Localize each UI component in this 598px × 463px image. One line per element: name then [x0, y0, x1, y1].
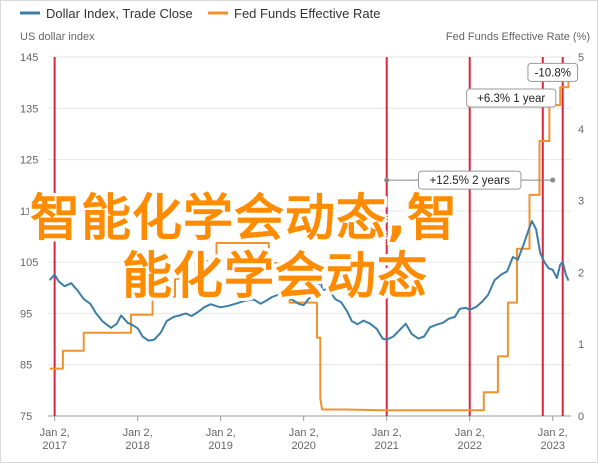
annotations: +12.5% 2 years +6.3% 1 year -10.8% — [384, 62, 579, 190]
series-line-fed-funds-rate[interactable] — [49, 69, 570, 412]
left-axis-title: US dollar index — [20, 31, 95, 43]
series-lines — [48, 69, 570, 412]
right-tick-label-3: 3 — [578, 196, 584, 208]
x-tick-label-2019: Jan 2, 2019 — [206, 427, 236, 452]
left-tick-label-115: 115 — [20, 206, 38, 218]
left-tick-label-95: 95 — [20, 308, 32, 320]
annotation-label-1: +12.5% 2 years — [430, 175, 510, 187]
left-tick-label-105: 105 — [20, 257, 38, 269]
left-tick-label-85: 85 — [20, 360, 32, 372]
annotation-label-3: -10.8% — [535, 67, 571, 79]
x-tick-label-2020: Jan 2, 2020 — [289, 427, 319, 452]
annotation-box-2 — [466, 88, 557, 108]
series-line-dollar-index[interactable] — [48, 220, 570, 342]
left-tick-label-75: 75 — [20, 411, 32, 423]
annotation-end-dot-1 — [550, 177, 556, 183]
event-lines — [53, 57, 564, 416]
legend: Dollar Index, Trade Close Fed Funds Effe… — [20, 6, 380, 21]
right-tick-label-5: 5 — [578, 52, 584, 64]
legend-label-dollar[interactable]: Dollar Index, Trade Close — [46, 6, 193, 21]
left-axis-ticks: 75 85 95 105 115 125 135 145 — [20, 52, 38, 423]
left-tick-label-135: 135 — [20, 103, 38, 115]
left-tick-label-125: 125 — [20, 155, 38, 167]
right-tick-label-0: 0 — [578, 411, 584, 423]
annotation-label-2: +6.3% 1 year — [477, 93, 545, 105]
right-tick-label-1: 1 — [578, 339, 584, 351]
annotation-start-dot-1 — [384, 177, 390, 183]
right-axis-ticks: 0 1 2 3 4 5 — [578, 52, 584, 423]
x-tick-label-2023: Jan 2, 2023 — [538, 427, 568, 452]
overlay-text-line-2: 能化学会动态 — [122, 247, 428, 305]
annotation-box-1 — [418, 170, 522, 190]
x-tick-label-2022: Jan 2, 2022 — [455, 427, 485, 452]
right-axis-title: Fed Funds Effective Rate (%) — [446, 31, 590, 43]
x-tick-label-2017: Jan 2, 2017 — [40, 427, 70, 452]
left-tick-label-145: 145 — [20, 52, 38, 64]
x-axis-ticks: Jan 2, 2017 Jan 2, 2018 Jan 2, 2019 Jan 2, 2020… — [40, 415, 571, 452]
legend-label-fed[interactable]: Fed Funds Effective Rate — [234, 6, 380, 21]
right-tick-label-4: 4 — [578, 124, 584, 136]
x-tick-label-2018: Jan 2, 2018 — [123, 427, 153, 452]
overlay-text-line-1: 智能化学会动态,智 — [30, 189, 458, 247]
annotation-box-3 — [527, 62, 579, 82]
right-tick-label-2: 2 — [578, 267, 584, 279]
x-tick-label-2021: Jan 2, 2021 — [372, 427, 402, 452]
